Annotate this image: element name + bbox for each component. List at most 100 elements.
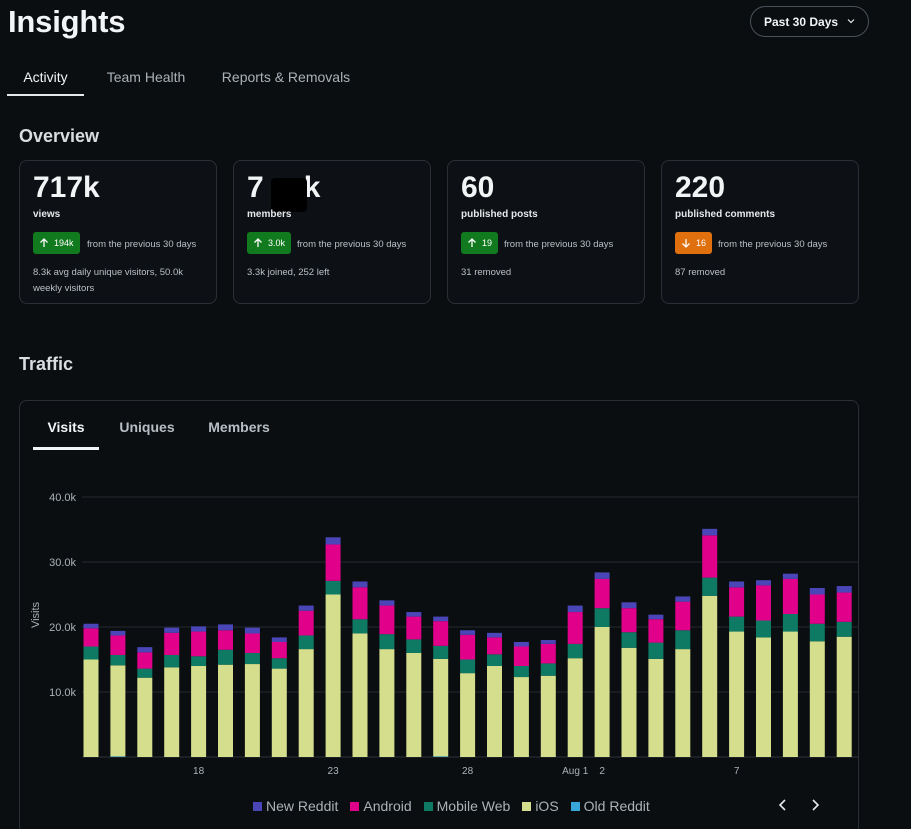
bar-segment [218, 624, 233, 631]
bar-segment [352, 619, 368, 634]
bar-segment [406, 653, 422, 757]
bar-segment [137, 652, 153, 669]
legend-item-old-reddit[interactable]: Old Reddit [570, 798, 650, 814]
bar-segment [702, 577, 718, 596]
tab-reports-removals-label: Reports & Removals [221, 69, 351, 85]
delta-note: from the previous 30 days [297, 239, 407, 250]
bar-segment [621, 602, 637, 609]
bar-segment [325, 594, 341, 757]
bar-segment [675, 601, 691, 631]
delta-note: from the previous 30 days [718, 239, 828, 250]
bar-segment [271, 668, 287, 757]
legend-item-new-reddit[interactable]: New Reddit [253, 798, 338, 814]
bar-segment [137, 647, 153, 653]
bar-segment [271, 641, 287, 659]
bar-segment [513, 641, 529, 647]
legend-item-android[interactable]: Android [350, 798, 412, 814]
arrow-up-icon [468, 238, 476, 247]
legend-swatch [570, 801, 580, 811]
bar-segment [244, 627, 260, 634]
bar-segment [702, 528, 718, 536]
bar-segment [729, 631, 745, 757]
bar-segment [298, 610, 314, 636]
bar-segment [809, 641, 825, 757]
bar-segment [83, 623, 99, 629]
bar-segment [729, 581, 745, 588]
legend-label: New Reddit [266, 798, 339, 814]
bar-segment [218, 664, 233, 757]
bar-segment [621, 608, 637, 633]
tab-activity-label: Activity [23, 69, 68, 85]
y-tick-label: 30.0k [49, 557, 76, 569]
bar-segment [218, 649, 233, 665]
delta-note: from the previous 30 days [87, 239, 197, 250]
tab-visits[interactable]: Visits [33, 419, 99, 450]
traffic-heading: Traffic [19, 354, 74, 374]
tab-members[interactable]: Members [202, 419, 276, 449]
bar-segment [487, 637, 502, 655]
legend-item-ios[interactable]: iOS [522, 798, 559, 814]
legend-label: Mobile Web [436, 798, 511, 814]
bar-segment [433, 658, 449, 757]
arrow-up-icon [40, 238, 48, 247]
bar-segment [110, 654, 126, 666]
delta-value: 3.0k [268, 238, 286, 248]
bar-segment [756, 620, 771, 638]
bar-segment [782, 614, 798, 632]
stat-card-views: 717k views 194k from the previous 30 day… [19, 160, 217, 304]
bar-segment [567, 643, 583, 659]
stat-value: 717k [33, 171, 100, 204]
stat-card-comments: 220 published comments 16 from the previ… [661, 160, 859, 304]
date-range-dropdown[interactable]: Past 30 Days [750, 6, 869, 37]
stat-value: 60 [461, 171, 495, 204]
arrow-up-icon [254, 238, 262, 247]
bar-segment [110, 665, 126, 757]
stat-metric: published comments [675, 209, 776, 220]
bar-segment [756, 580, 771, 586]
bar-segment [325, 537, 341, 545]
bar-segment [836, 592, 852, 622]
tab-activity[interactable]: Activity [7, 59, 84, 96]
bar-segment [729, 616, 745, 632]
delta-value: 19 [482, 238, 493, 248]
bar-segment [648, 658, 664, 757]
bar-segment [83, 628, 99, 647]
tab-team-health[interactable]: Team Health [105, 59, 187, 95]
bar-segment [298, 635, 314, 650]
bar-segment [164, 654, 180, 668]
delta-badge: 3.0k [247, 232, 292, 254]
chevron-right-icon[interactable] [807, 797, 823, 813]
stat-footer: 8.3k avg daily unique visitors, 50.0k we… [33, 267, 183, 294]
delta-value: 194k [54, 238, 74, 248]
page-title: Insights [8, 4, 126, 39]
bar-segment [540, 675, 556, 757]
tab-uniques[interactable]: Uniques [114, 419, 180, 449]
bar-segment [379, 600, 395, 606]
bar-segment [809, 594, 825, 624]
bar-segment [191, 656, 207, 666]
bar-segment [379, 649, 395, 757]
y-tick-label: 10.0k [49, 687, 76, 699]
bar-segment [513, 646, 529, 666]
bar-segment [460, 659, 476, 674]
x-tick-label: 28 [462, 766, 474, 777]
bar-segment [782, 573, 798, 579]
bar-segment [594, 608, 610, 627]
bar-segment [540, 663, 556, 676]
x-tick-label: 7 [734, 766, 740, 777]
bar-segment [621, 632, 637, 648]
bar-segment [540, 640, 556, 644]
stat-metric: members [247, 209, 292, 220]
bar-segment [836, 636, 852, 757]
bar-segment [137, 668, 153, 678]
tab-reports-removals[interactable]: Reports & Removals [221, 59, 351, 95]
bar-segment [191, 626, 207, 632]
legend-item-mobile-web[interactable]: Mobile Web [423, 798, 511, 814]
bar-segment [648, 619, 664, 643]
x-tick-label: 2 [599, 766, 605, 777]
bar-segment [379, 605, 395, 635]
redaction-block [271, 178, 307, 212]
chevron-left-icon[interactable] [775, 797, 791, 813]
